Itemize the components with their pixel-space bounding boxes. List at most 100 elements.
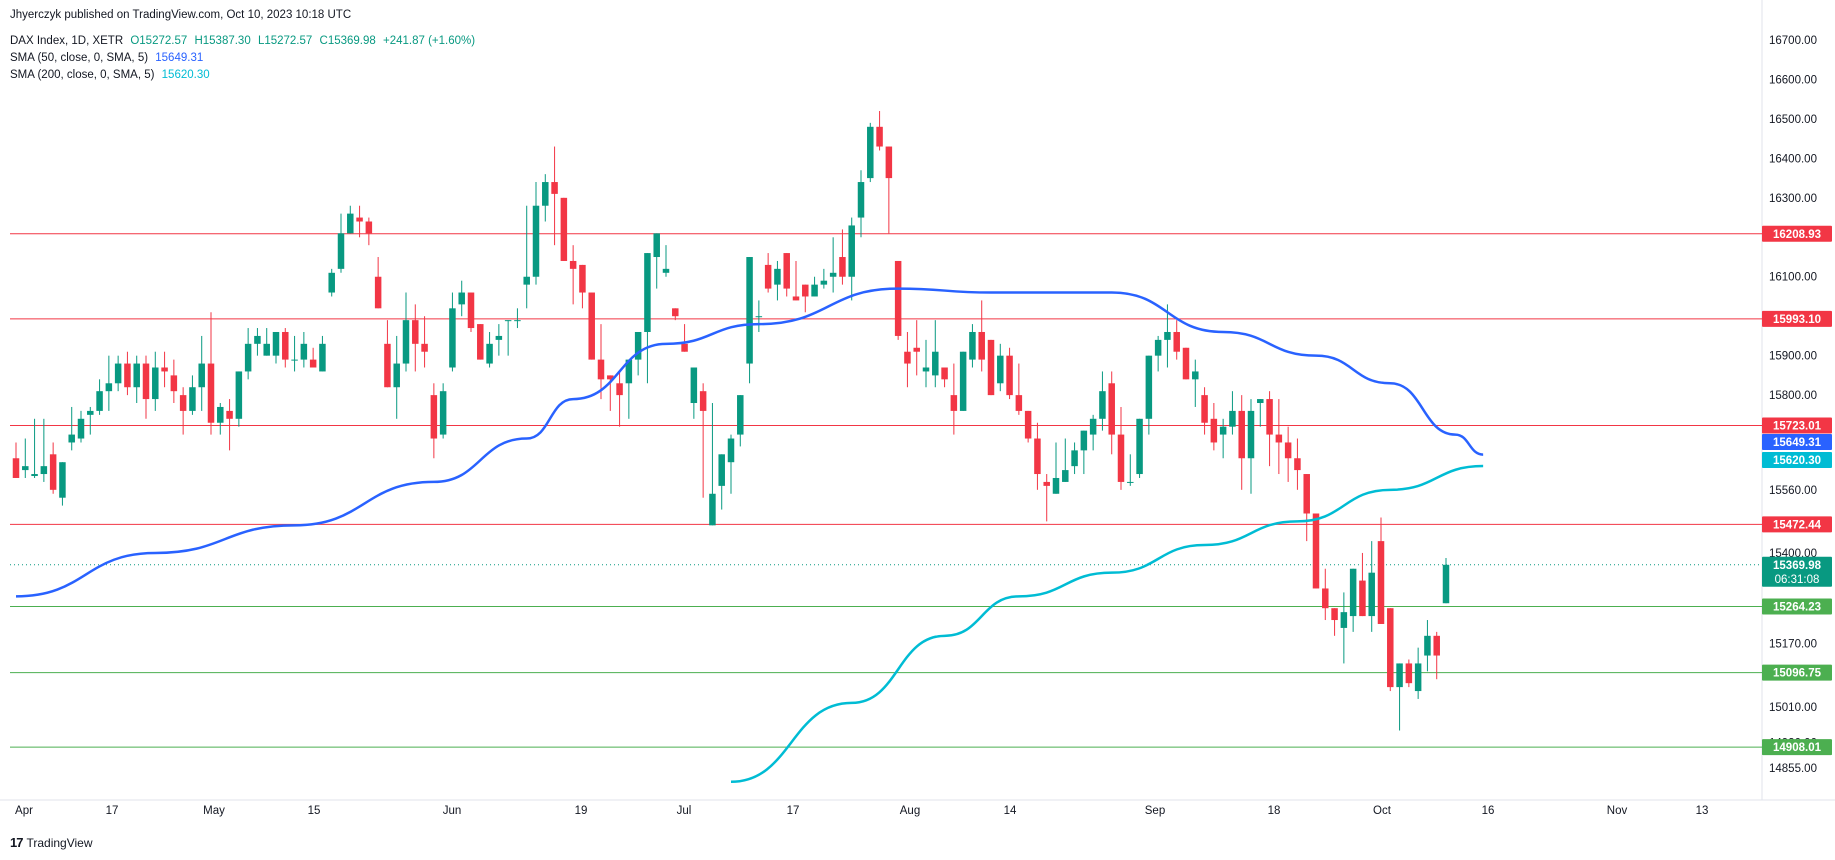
candle-body: [764, 264, 772, 289]
candle-body: [412, 320, 419, 344]
moving-averages: [15, 287, 1484, 784]
candle-body: [1433, 635, 1440, 656]
candle-body: [532, 205, 540, 277]
candle-body: [235, 371, 243, 419]
candle-body: [179, 395, 187, 411]
price-label: 15369.98: [1773, 560, 1822, 572]
candle-body: [114, 363, 122, 384]
y-tick-label: 15560.00: [1769, 485, 1817, 497]
candle-body: [68, 434, 75, 443]
candle-body: [328, 272, 335, 293]
candle-body: [1201, 395, 1208, 423]
candle-body: [1080, 430, 1088, 451]
candle-body: [217, 406, 224, 423]
candle-body: [820, 280, 828, 285]
level-tag-bg: [1762, 664, 1832, 681]
y-tick-label: 15170.00: [1769, 639, 1817, 651]
candle-body: [467, 292, 475, 329]
candle-body: [1127, 481, 1134, 483]
high-value: H15387.30: [194, 35, 251, 47]
candle-body: [644, 253, 651, 332]
candle-body: [1284, 442, 1292, 459]
candle-body: [161, 367, 168, 372]
level-tag-bg: [1762, 739, 1832, 756]
candle-body: [254, 335, 261, 344]
y-tick-label: 16600.00: [1769, 74, 1817, 86]
candle-body: [922, 367, 930, 372]
level-tag: 15472.44: [1773, 519, 1822, 531]
candle-body: [1071, 450, 1078, 467]
candle-body: [690, 367, 698, 404]
candle-body: [272, 331, 280, 356]
candle-body: [22, 466, 29, 471]
candle-body: [12, 458, 20, 478]
candle-body: [1173, 331, 1180, 352]
candle-body: [1331, 608, 1338, 621]
ohlc-legend: DAX Index, 1D, XETR O15272.57 H15387.30 …: [10, 34, 479, 48]
candle-body: [1349, 568, 1357, 617]
candle-body: [969, 331, 976, 360]
candlestick-series: [12, 111, 1450, 731]
candle-body: [1303, 474, 1310, 514]
candle-body: [1442, 564, 1450, 604]
price-label: 15620.30: [1773, 455, 1821, 467]
candle-body: [1387, 608, 1394, 688]
candle-body: [1368, 572, 1375, 617]
price-tags: 16208.93 15993.10 15723.01 15472.44 15264.23…: [1762, 225, 1832, 756]
candle-body: [588, 292, 595, 360]
candle-body: [402, 320, 410, 364]
x-tick-label: Oct: [1373, 805, 1392, 817]
tradingview-logo-icon: 17: [10, 835, 24, 850]
x-tick-label: Aug: [900, 805, 920, 817]
x-tick-label: 18: [1268, 805, 1281, 817]
candle-body: [1266, 399, 1273, 435]
sma200-legend[interactable]: SMA (200, close, 0, SMA, 5) 15620.30: [10, 68, 214, 82]
candle-body: [356, 217, 363, 222]
candle-body: [1377, 541, 1385, 624]
candle-body: [96, 391, 103, 411]
candle-body: [365, 221, 373, 234]
level-tag: 15264.23: [1773, 602, 1821, 614]
candle-body: [737, 395, 744, 435]
candle-body: [1396, 663, 1403, 688]
candle-body: [607, 375, 614, 380]
candle-body: [1229, 410, 1236, 427]
candle-body: [978, 331, 985, 360]
x-tick-label: 17: [106, 805, 119, 817]
candle-body: [894, 260, 902, 336]
candle-body: [1238, 410, 1245, 459]
candle-body: [662, 268, 670, 273]
candle-body: [309, 359, 317, 368]
candle-body: [1414, 663, 1422, 692]
candle-body: [959, 351, 967, 411]
candle-body: [1182, 347, 1190, 380]
candle-body: [569, 260, 577, 269]
candle-body: [87, 410, 94, 415]
candle-body: [504, 320, 512, 322]
sma200-value: 15620.30: [161, 69, 210, 81]
open-value: O15272.57: [130, 35, 188, 47]
candle-body: [857, 182, 865, 218]
candle-body: [634, 331, 642, 360]
candle-body: [439, 391, 447, 435]
candle-body: [792, 296, 800, 301]
candle-body: [59, 462, 66, 498]
close-value: C15369.98: [319, 35, 376, 47]
candle-body: [950, 395, 958, 411]
candle-body: [170, 375, 178, 392]
symbol-label[interactable]: DAX Index, 1D, XETR: [10, 35, 124, 47]
tradingview-logo[interactable]: 17 TradingView: [10, 835, 93, 850]
candle-body: [1164, 331, 1171, 340]
candle-body: [1015, 395, 1023, 411]
y-tick-label: 16100.00: [1769, 272, 1817, 284]
candle-body: [1024, 410, 1032, 439]
candle-body: [1136, 418, 1143, 475]
level-tag-bg: [1762, 225, 1832, 242]
time-axis: Apr 17 May 15 Jun 19 Jul 17 Aug 14 Sep 18 Oct 16 Nov 13: [15, 805, 1708, 817]
sma50-legend[interactable]: SMA (50, close, 0, SMA, 5) 15649.31: [10, 51, 207, 65]
candle-body: [421, 343, 428, 352]
level-tag-bg: [1762, 310, 1832, 327]
candle-body: [904, 351, 911, 364]
y-tick-label: 15900.00: [1769, 351, 1817, 363]
